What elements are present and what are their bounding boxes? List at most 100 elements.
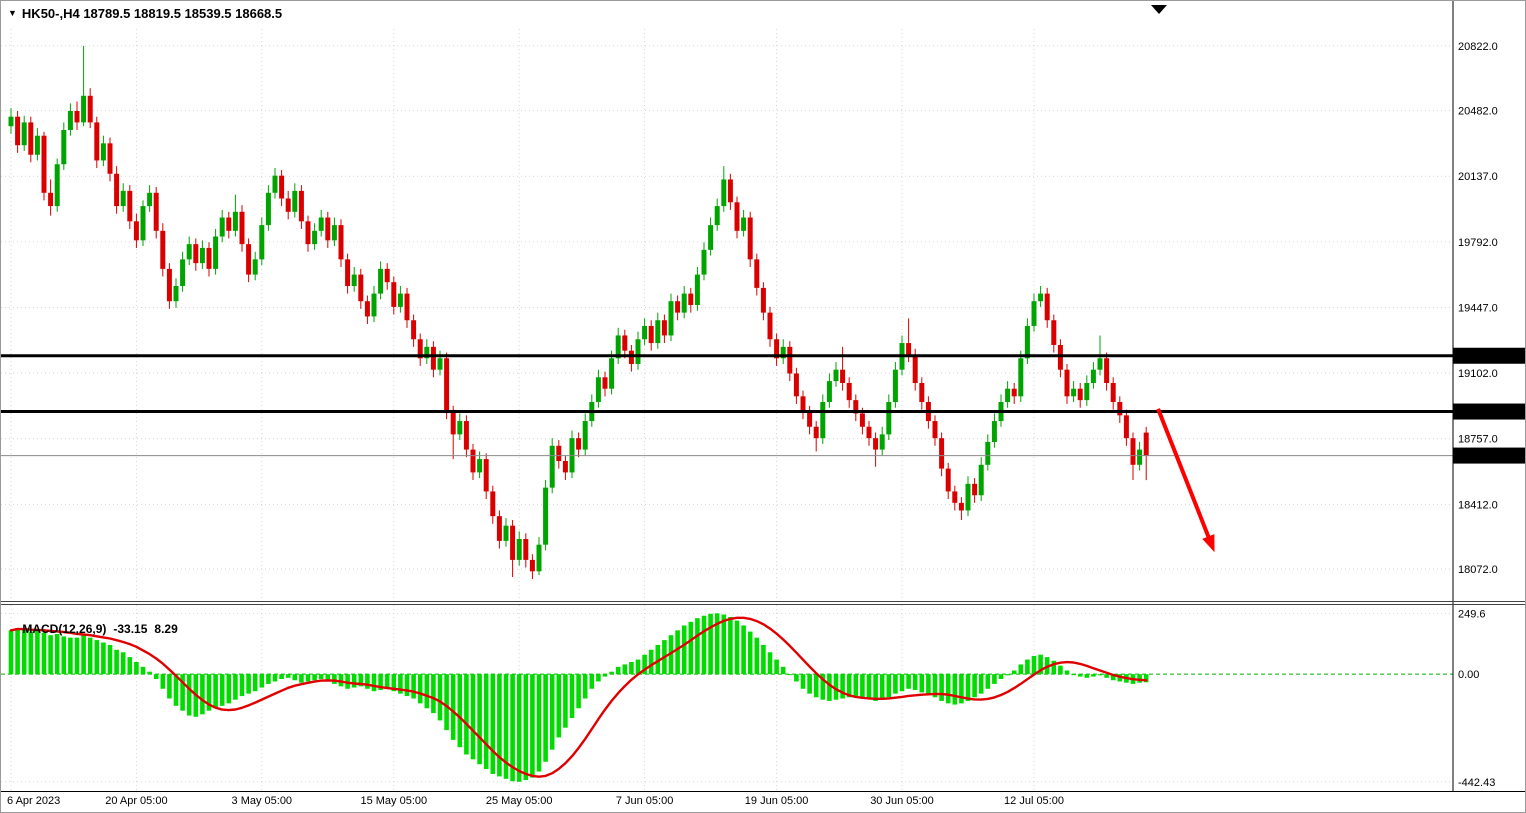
candle bbox=[384, 263, 390, 290]
candle bbox=[985, 434, 991, 471]
svg-text:3 May 05:00: 3 May 05:00 bbox=[232, 795, 293, 807]
candle bbox=[166, 263, 172, 309]
candle bbox=[503, 518, 509, 547]
candle bbox=[760, 282, 766, 321]
candle bbox=[556, 440, 562, 469]
resistance-line[interactable]: 19193.3 bbox=[1, 347, 1526, 364]
svg-text:249.6: 249.6 bbox=[1458, 608, 1486, 620]
candle bbox=[100, 135, 106, 167]
candle bbox=[411, 314, 417, 347]
candle bbox=[1084, 375, 1090, 406]
candle bbox=[549, 438, 555, 494]
svg-text:25 May 05:00: 25 May 05:00 bbox=[486, 795, 553, 807]
candle bbox=[780, 339, 786, 364]
time-axis-labels: 6 Apr 2023 20 Apr 05:00 3 May 05:00 15 May … bbox=[7, 795, 1064, 807]
candle bbox=[701, 242, 707, 281]
candle bbox=[754, 253, 760, 296]
candle bbox=[965, 476, 971, 517]
svg-text:6 Apr 2023: 6 Apr 2023 bbox=[7, 795, 60, 807]
candle bbox=[661, 314, 667, 344]
candle bbox=[450, 405, 456, 460]
candle bbox=[107, 137, 113, 182]
candle bbox=[873, 432, 879, 467]
candle bbox=[1044, 287, 1050, 328]
candle bbox=[714, 198, 720, 231]
svg-text:18412.0: 18412.0 bbox=[1458, 499, 1498, 511]
candle bbox=[444, 352, 450, 420]
candle bbox=[318, 209, 324, 237]
candle bbox=[279, 169, 285, 207]
candle bbox=[892, 362, 898, 408]
candle bbox=[259, 217, 265, 266]
candle bbox=[417, 333, 423, 366]
candle bbox=[457, 413, 463, 441]
candle bbox=[331, 217, 337, 247]
candle bbox=[272, 168, 278, 199]
grid bbox=[1, 29, 1453, 791]
candle bbox=[767, 306, 773, 347]
support-line[interactable]: 18900.0 bbox=[1, 403, 1526, 420]
price-axis-labels: 20822.0 20482.0 20137.0 19792.0 19447.0 19102… bbox=[1458, 41, 1498, 576]
ohlc-readout: 18789.5 18819.5 18539.5 18668.5 bbox=[79, 6, 283, 21]
candle bbox=[741, 209, 747, 237]
candle bbox=[787, 341, 793, 382]
candle bbox=[886, 394, 892, 441]
candle bbox=[675, 295, 681, 321]
svg-text:20 Apr 05:00: 20 Apr 05:00 bbox=[105, 795, 167, 807]
candlesticks bbox=[8, 45, 1149, 579]
candle bbox=[173, 278, 179, 308]
candle bbox=[523, 533, 529, 568]
candle bbox=[694, 266, 700, 311]
candle bbox=[127, 185, 133, 229]
candle bbox=[1038, 285, 1044, 307]
macd-legend: MACD(12,26,9) -33.15 8.29 bbox=[9, 608, 185, 650]
candle bbox=[945, 462, 951, 500]
candle bbox=[345, 253, 351, 294]
candle bbox=[1117, 396, 1123, 423]
current-price-line: 18668.5 bbox=[1, 447, 1525, 464]
candle bbox=[721, 166, 727, 212]
candle bbox=[846, 377, 852, 408]
svg-text:30 Jun 05:00: 30 Jun 05:00 bbox=[870, 795, 934, 807]
candle bbox=[1011, 383, 1017, 404]
svg-text:18900.0: 18900.0 bbox=[1458, 407, 1498, 419]
candle bbox=[576, 432, 582, 458]
candle bbox=[668, 293, 674, 342]
candle bbox=[648, 320, 654, 351]
candle bbox=[54, 158, 60, 212]
candle bbox=[378, 261, 384, 300]
candle bbox=[34, 128, 40, 161]
candle bbox=[226, 211, 232, 239]
svg-text:19 Jun 05:00: 19 Jun 05:00 bbox=[745, 795, 809, 807]
macd-panel bbox=[1, 613, 1453, 782]
candle bbox=[404, 287, 410, 328]
svg-text:19193.3: 19193.3 bbox=[1458, 351, 1498, 363]
macd-signal-value: 8.29 bbox=[154, 622, 178, 636]
candle bbox=[391, 276, 397, 315]
candle bbox=[21, 115, 27, 151]
symbol-dropdown-icon[interactable]: ▼ bbox=[8, 8, 17, 18]
candle bbox=[305, 215, 311, 252]
candle bbox=[1123, 409, 1129, 446]
candle bbox=[510, 519, 516, 578]
candle bbox=[338, 219, 344, 267]
trend-arrow[interactable] bbox=[1156, 408, 1215, 553]
candle bbox=[496, 510, 502, 549]
candle bbox=[213, 228, 219, 275]
candle bbox=[820, 394, 826, 444]
candle bbox=[292, 183, 298, 218]
candle bbox=[642, 318, 648, 345]
candle bbox=[529, 554, 535, 579]
candle bbox=[543, 480, 549, 551]
candle bbox=[833, 362, 839, 387]
candle bbox=[74, 101, 80, 131]
candle bbox=[351, 266, 357, 292]
candle bbox=[879, 426, 885, 456]
symbol-title: HK50-,H4 bbox=[21, 6, 80, 21]
candle bbox=[371, 285, 377, 323]
candle bbox=[826, 373, 832, 408]
candle bbox=[28, 116, 34, 163]
chart-shift-marker-icon[interactable] bbox=[1151, 5, 1167, 14]
candle bbox=[1110, 377, 1116, 410]
